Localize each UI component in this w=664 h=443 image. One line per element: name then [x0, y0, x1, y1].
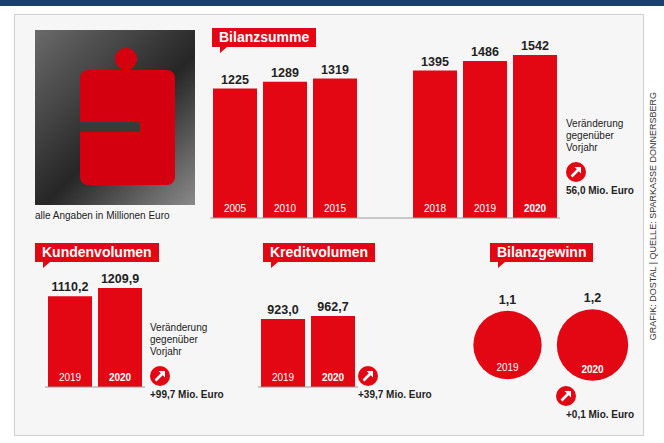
svg-text:2020: 2020 [581, 364, 604, 375]
svg-text:2020: 2020 [322, 372, 345, 383]
svg-text:1542: 1542 [521, 39, 549, 53]
svg-text:2015: 2015 [324, 203, 347, 214]
svg-text:962,7: 962,7 [317, 300, 348, 314]
html-text:Veränderung: Veränderung [566, 118, 624, 129]
svg-text:1486: 1486 [471, 45, 499, 59]
html-text:Kundenvolumen: Kundenvolumen [42, 244, 152, 260]
html-text:+0,1 Mio. Euro: +0,1 Mio. Euro [566, 409, 635, 420]
svg-text:2019: 2019 [474, 203, 497, 214]
svg-text:1110,2: 1110,2 [52, 280, 89, 294]
svg-text:1,1: 1,1 [499, 293, 516, 307]
html-text:gegenüber: gegenüber [150, 334, 198, 345]
svg-text:1319: 1319 [321, 63, 349, 77]
html-text:alle Angaben in Millionen Euro: alle Angaben in Millionen Euro [35, 210, 170, 221]
html-text:+99,7 Mio. Euro: +99,7 Mio. Euro [150, 389, 224, 400]
svg-text:1225: 1225 [221, 73, 249, 87]
html-text:Bilanzgewinn: Bilanzgewinn [497, 244, 587, 260]
html-text:56,0 Mio. Euro: 56,0 Mio. Euro [566, 185, 634, 196]
svg-text:923,0: 923,0 [267, 303, 298, 317]
html-text:Vorjahr: Vorjahr [150, 346, 182, 357]
svg-text:2019: 2019 [272, 372, 295, 383]
html-text:GRAFIK: DOSTAL | QUELLE: SPARK: GRAFIK: DOSTAL | QUELLE: SPARKASSE DONNE… [648, 92, 658, 341]
html-text:Kreditvolumen: Kreditvolumen [270, 244, 368, 260]
svg-text:1209,9: 1209,9 [101, 272, 139, 286]
svg-text:2020: 2020 [524, 203, 547, 214]
html-text:Bilanzsumme: Bilanzsumme [219, 29, 310, 45]
svg-text:2005: 2005 [224, 203, 247, 214]
svg-text:2020: 2020 [109, 372, 132, 383]
svg-text:2019: 2019 [59, 372, 82, 383]
html-text:Veränderung: Veränderung [150, 322, 208, 333]
svg-text:1289: 1289 [271, 66, 299, 80]
html-text:Vorjahr: Vorjahr [566, 142, 598, 153]
html-text:+39,7 Mio. Euro: +39,7 Mio. Euro [358, 389, 432, 400]
html-text:gegenüber: gegenüber [566, 130, 614, 141]
svg-text:2018: 2018 [424, 203, 447, 214]
svg-text:2010: 2010 [274, 203, 297, 214]
svg-text:1395: 1395 [421, 55, 449, 69]
svg-text:1,2: 1,2 [584, 291, 601, 305]
svg-text:2019: 2019 [496, 362, 519, 373]
